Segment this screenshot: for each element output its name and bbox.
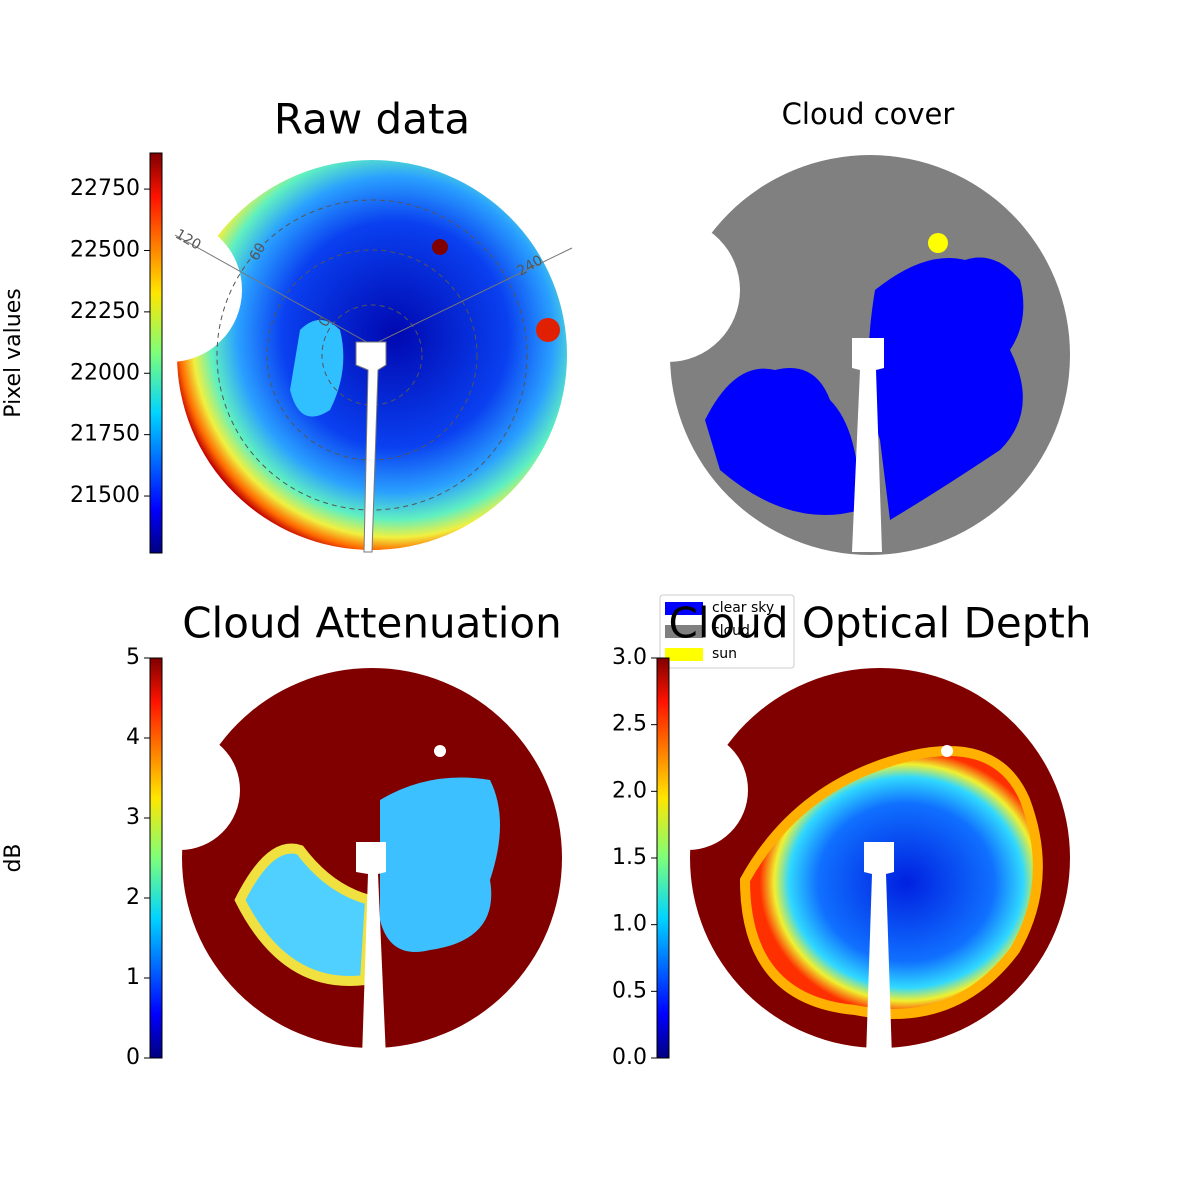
panel-title: Cloud Optical Depth [669,599,1092,648]
legend-swatch [665,648,703,661]
colorbar-tick-label: 2.0 [612,778,647,803]
colorbar-tick-label: 1.0 [612,912,647,937]
colorbar-tick-label: 4 [126,725,140,750]
colorbar-tick-label: 22250 [70,299,140,324]
colorbar-tick-label: 21500 [70,483,140,508]
legend-label: sun [712,646,737,662]
legend-swatch [665,602,703,615]
colorbar-tick-label: 5 [126,645,140,670]
legend-swatch [665,625,703,638]
colorbar-tick-label: 0 [126,1045,140,1070]
colorbar [149,657,163,1059]
colorbar-tick-label: 3 [126,805,140,830]
legend-label: clear sky [712,600,774,616]
panel-title: Cloud cover [782,97,955,131]
optical-depth-image [690,668,1070,1048]
colorbar-tick-label: 22000 [70,360,140,385]
colorbar [656,657,670,1059]
panel-title: Cloud Attenuation [182,599,562,648]
colorbar-tick-label: 2 [126,885,140,910]
colorbar-tick-label: 1.5 [612,845,647,870]
colorbar-tick-label: 0.0 [612,1045,647,1070]
colorbar-tick-label: 0.5 [612,978,647,1003]
colorbar-tick-label: 21750 [70,422,140,447]
colorbar-label: dB [1,843,26,872]
colorbar-tick-label: 1 [126,965,140,990]
colorbar-label: Pixel values [1,288,26,417]
colorbar-tick-label: 2.5 [612,712,647,737]
colorbar-tick-label: 22750 [70,176,140,201]
colorbar-tick-label: 22500 [70,237,140,262]
legend-label: cloud [712,623,750,639]
panel-title: Raw data [274,95,470,144]
colorbar-tick-label: 3.0 [612,645,647,670]
polar-label: 60 [247,240,270,263]
colorbar [149,152,163,554]
